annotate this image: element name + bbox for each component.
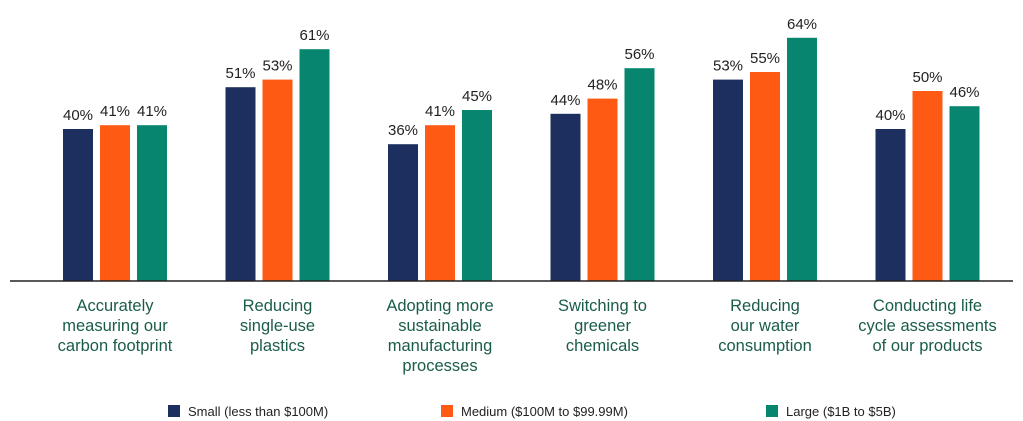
category-label-line: Adopting more — [386, 297, 493, 315]
bar-medium-2 — [262, 79, 293, 281]
legend-swatch-medium — [441, 405, 453, 417]
value-label-large-1: 41% — [137, 103, 167, 120]
bar-large-1 — [137, 125, 167, 281]
legend-item-large: Large ($1B to $5B) — [766, 404, 896, 419]
value-label-small-3: 36% — [388, 122, 418, 139]
bar-large-6 — [949, 106, 980, 281]
legend-item-small: Small (less than $100M) — [168, 404, 328, 419]
value-label-medium-2: 53% — [262, 58, 292, 75]
category-label-line: sustainable — [398, 317, 481, 335]
bar-large-3 — [462, 110, 492, 281]
bar-small-2 — [225, 87, 256, 281]
category-label-line: processes — [402, 357, 477, 375]
category-label-line: cycle assessments — [858, 317, 996, 335]
value-label-medium-5: 55% — [750, 50, 780, 67]
bar-small-6 — [875, 129, 906, 281]
category-label-line: plastics — [250, 337, 305, 355]
value-labels-layer: 40% 41% 41% 51% 53% 61% 36% 41% 45% 44% 48% 56% 53% 5… — [63, 16, 980, 139]
value-label-small-2: 51% — [225, 65, 255, 82]
category-label-line: carbon footprint — [58, 337, 173, 355]
value-label-medium-6: 50% — [912, 69, 942, 86]
value-label-small-4: 44% — [550, 92, 580, 109]
category-label-5: Reducing our water consumption — [718, 297, 812, 355]
bars-layer — [63, 37, 980, 282]
category-label-line: Accurately — [76, 297, 154, 315]
value-label-small-1: 40% — [63, 107, 93, 124]
bar-small-5 — [713, 79, 743, 281]
legend-label-medium: Medium ($100M to $99.99M) — [461, 404, 628, 419]
legend-swatch-large — [766, 405, 778, 417]
value-label-medium-3: 41% — [425, 103, 455, 120]
bar-small-1 — [63, 129, 93, 281]
value-label-large-3: 45% — [462, 88, 492, 105]
value-label-large-5: 64% — [787, 16, 817, 33]
bar-medium-3 — [425, 125, 455, 281]
value-label-small-6: 40% — [875, 107, 905, 124]
category-label-line: Conducting life — [873, 297, 982, 315]
category-label-line: Reducing — [243, 297, 313, 315]
legend-item-medium: Medium ($100M to $99.99M) — [441, 404, 628, 419]
bar-medium-1 — [100, 125, 130, 281]
category-label-1: Accurately measuring our carbon footprint — [58, 297, 173, 355]
category-label-line: of our products — [872, 337, 982, 355]
legend-label-small: Small (less than $100M) — [188, 404, 328, 419]
legend-swatch-small — [168, 405, 180, 417]
bar-small-4 — [550, 113, 581, 281]
category-label-line: single-use — [240, 317, 315, 335]
value-label-large-4: 56% — [624, 46, 654, 63]
bar-large-4 — [624, 68, 655, 281]
bar-medium-6 — [912, 91, 943, 281]
value-label-medium-1: 41% — [100, 103, 130, 120]
value-label-large-6: 46% — [949, 84, 979, 101]
bar-medium-5 — [750, 72, 780, 281]
bar-small-3 — [388, 144, 418, 281]
category-label-line: consumption — [718, 337, 812, 355]
category-label-2: Reducing single-use plastics — [240, 297, 315, 355]
bar-large-5 — [787, 37, 817, 281]
category-label-line: our water — [731, 317, 800, 335]
category-label-3: Adopting more sustainable manufacturing pro… — [386, 297, 493, 375]
category-label-line: manufacturing — [388, 337, 493, 355]
bar-medium-4 — [587, 98, 618, 281]
legend: Small (less than $100M) Medium ($100M to … — [168, 404, 896, 419]
category-label-line: Reducing — [730, 297, 800, 315]
category-label-line: greener — [574, 317, 631, 335]
category-label-line: Switching to — [558, 297, 647, 315]
value-label-medium-4: 48% — [587, 77, 617, 94]
category-label-line: measuring our — [62, 317, 168, 335]
category-label-line: chemicals — [566, 337, 639, 355]
category-label-4: Switching to greener chemicals — [558, 297, 647, 355]
category-label-6: Conducting life cycle assessments of our p… — [858, 297, 996, 355]
value-label-small-5: 53% — [713, 58, 743, 75]
bar-large-2 — [299, 49, 330, 282]
category-labels-layer: Accurately measuring our carbon footprint R… — [58, 297, 997, 375]
value-label-large-2: 61% — [299, 27, 329, 44]
legend-label-large: Large ($1B to $5B) — [786, 404, 896, 419]
